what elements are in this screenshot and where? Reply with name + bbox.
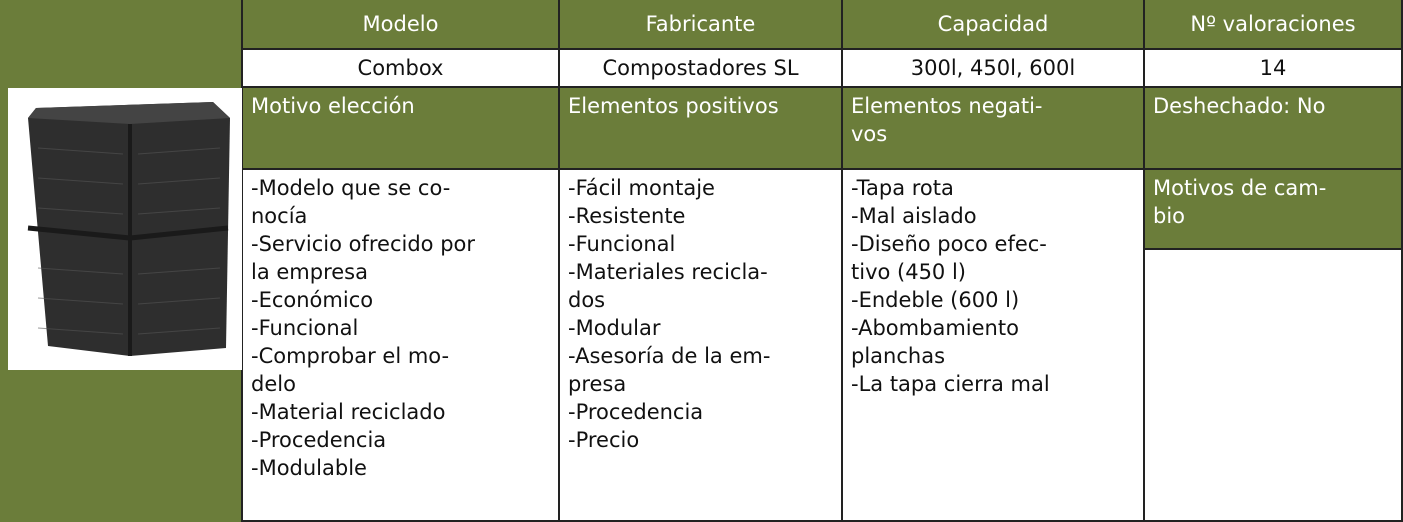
text-line: presa (568, 372, 627, 396)
text-line: Deshechado: No (1153, 94, 1326, 118)
text-line: delo (251, 372, 296, 396)
list-cell: -Modelo que se co-nocía -Servicio ofrecid… (243, 170, 560, 522)
text-line: Combox (357, 56, 444, 80)
subheader-cell: Elementos positivos (560, 88, 843, 170)
text-line: 300l, 450l, 600l (910, 56, 1076, 80)
text-line: bio (1153, 204, 1186, 228)
text-line: Elementos negati- (851, 94, 1043, 118)
text-line: -Resistente (568, 204, 686, 228)
text-line: -Material reciclado (251, 400, 446, 424)
text-line: Motivo elección (251, 94, 415, 118)
text-line: Fabricante (645, 12, 756, 36)
text-line: -Modular (568, 316, 661, 340)
text-line: Modelo (362, 12, 439, 36)
text-line: nocía (251, 204, 308, 228)
data-cell: Combox (243, 50, 560, 88)
text-line: planchas (851, 344, 946, 368)
text-line: -Comprobar el mo- (251, 344, 450, 368)
text-line: Motivos de cam- (1153, 176, 1327, 200)
text-line: -Diseño poco efec- (851, 232, 1047, 256)
text-line: -Tapa rota (851, 176, 954, 200)
product-image (8, 88, 242, 370)
text-line: -La tapa cierra mal (851, 372, 1050, 396)
text-line: -Económico (251, 288, 374, 312)
empty-cell (1145, 250, 1403, 522)
change-reasons-cell: Motivos de cam-bio (1145, 170, 1403, 250)
text-line: -Precio (568, 428, 640, 452)
header-cell: Fabricante (560, 0, 843, 50)
text-line: vos (851, 122, 888, 146)
text-line: Capacidad (937, 12, 1049, 36)
subheader-cell: Motivo elección (243, 88, 560, 170)
text-line: -Asesoría de la em- (568, 344, 771, 368)
list-cell: -Tapa rota -Mal aislado -Diseño poco efec-… (843, 170, 1145, 522)
text-line: -Materiales recicla- (568, 260, 768, 284)
text-line: dos (568, 288, 606, 312)
data-cell: Compostadores SL (560, 50, 843, 88)
text-line: -Modulable (251, 456, 367, 480)
text-line: -Modelo que se co- (251, 176, 451, 200)
text-line: -Endeble (600 l) (851, 288, 1020, 312)
text-line: -Procedencia (568, 400, 704, 424)
text-line: -Mal aislado (851, 204, 977, 228)
text-line: -Funcional (251, 316, 359, 340)
data-cell: 14 (1145, 50, 1403, 88)
header-cell: Nº valoraciones (1145, 0, 1403, 50)
list-cell: -Fácil montaje -Resistente -Funcional -Mate… (560, 170, 843, 522)
text-line: Nº valoraciones (1190, 12, 1356, 36)
subheader-cell: Deshechado: No (1145, 88, 1403, 170)
text-line: -Fácil montaje (568, 176, 715, 200)
subheader-cell: Elementos negati-vos (843, 88, 1145, 170)
text-line: -Funcional (568, 232, 676, 256)
data-cell: 300l, 450l, 600l (843, 50, 1145, 88)
text-line: la empresa (251, 260, 368, 284)
text-line: tivo (450 l) (851, 260, 966, 284)
header-cell: Capacidad (843, 0, 1145, 50)
text-line: Compostadores SL (602, 56, 799, 80)
header-cell: Modelo (243, 0, 560, 50)
text-line: Elementos positivos (568, 94, 779, 118)
text-line: 14 (1259, 56, 1287, 80)
text-line: -Servicio ofrecido por (251, 232, 476, 256)
text-line: -Procedencia (251, 428, 387, 452)
text-line: -Abombamiento (851, 316, 1019, 340)
